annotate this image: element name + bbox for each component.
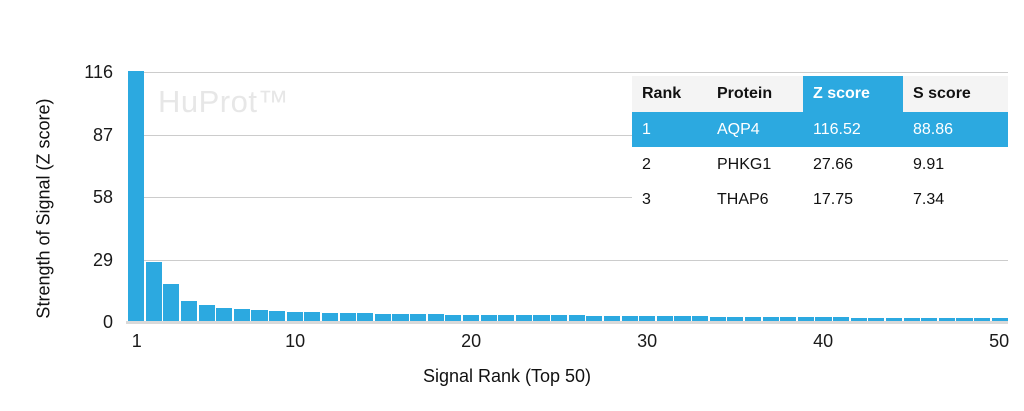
bar-rank-36 (744, 316, 761, 322)
bar-rank-29 (621, 315, 638, 322)
bar-rank-47 (938, 318, 955, 322)
bar-rank-44 (885, 317, 902, 322)
bars (128, 70, 1008, 322)
bar-rank-39 (797, 317, 814, 322)
bar-rank-9 (269, 311, 286, 322)
x-axis-line (126, 321, 1008, 324)
x-axis-title: Signal Rank (Top 50) (422, 366, 592, 386)
bar-rank-2 (145, 262, 162, 322)
bar-rank-1 (128, 70, 145, 322)
bar-rank-43 (868, 317, 885, 322)
bar-rank-20 (462, 314, 479, 322)
bar-rank-48 (956, 318, 973, 322)
bar-rank-3 (163, 283, 180, 322)
bar-rank-31 (656, 316, 673, 322)
plot-area: HuProt™ (128, 70, 1008, 322)
cell-protein: THAP6 (707, 182, 803, 217)
bar-rank-23 (515, 315, 532, 322)
bar-rank-12 (321, 312, 338, 322)
bar-rank-8 (251, 310, 268, 322)
bar-rank-22 (498, 314, 515, 322)
gridline-116 (128, 72, 1008, 73)
score-table: Rank Protein Z score S score 1 AQP4 116.… (632, 76, 1008, 217)
bar-rank-28 (603, 315, 620, 322)
bar-rank-16 (392, 313, 409, 322)
bar-rank-40 (815, 317, 832, 322)
cell-z-score: 17.75 (803, 182, 903, 217)
y-tick-label-29: 29 (92, 249, 113, 270)
bar-rank-7 (233, 309, 250, 322)
gridline-87 (128, 134, 1008, 136)
cell-rank: 3 (632, 182, 707, 217)
table-header-row: Rank Protein Z score S score (632, 76, 1008, 112)
bar-rank-15 (374, 313, 391, 322)
bar-rank-38 (780, 317, 797, 322)
table-row-3: 3 THAP6 17.75 7.34 (632, 182, 1008, 217)
cell-protein: PHKG1 (707, 147, 803, 182)
bar-rank-14 (357, 313, 374, 322)
bar-rank-5 (198, 304, 215, 322)
cell-z-score: 116.52 (803, 112, 903, 147)
cell-s-score: 88.86 (903, 112, 1008, 147)
bar-rank-18 (427, 314, 444, 322)
gridline-29 (128, 259, 1008, 261)
bar-rank-21 (480, 314, 497, 322)
bar-rank-6 (216, 308, 233, 322)
bar-rank-4 (180, 300, 197, 322)
cell-s-score: 7.34 (903, 182, 1008, 217)
y-axis-labels: 0 29 58 87 116 (0, 62, 113, 332)
cell-rank: 2 (632, 147, 707, 182)
cell-z-score: 27.66 (803, 147, 903, 182)
bar-rank-49 (974, 318, 991, 322)
x-tick-label-20: 20 (461, 331, 482, 351)
x-tick-label-40: 40 (813, 331, 834, 351)
x-tick-label-10: 10 (285, 331, 306, 351)
bar-rank-25 (551, 315, 568, 322)
bar-rank-37 (762, 316, 779, 322)
y-tick-label-87: 87 (92, 124, 113, 145)
cell-rank: 1 (632, 112, 707, 147)
bar-rank-13 (339, 313, 356, 322)
table-row-2: 2 PHKG1 27.66 9.91 (632, 147, 1008, 182)
bar-rank-11 (304, 312, 321, 322)
y-tick-label-116: 116 (84, 62, 113, 82)
bar-rank-30 (639, 316, 656, 322)
x-tick-label-50: 50 (989, 331, 1010, 351)
col-header-z-score: Z score (803, 76, 903, 112)
x-tick-label-1: 1 (131, 331, 142, 351)
cell-s-score: 9.91 (903, 147, 1008, 182)
col-header-rank: Rank (632, 76, 707, 112)
y-tick-label-0: 0 (102, 312, 113, 332)
bar-rank-50 (991, 318, 1008, 322)
bar-rank-27 (586, 315, 603, 322)
bar-rank-33 (692, 316, 709, 322)
bar-rank-45 (903, 317, 920, 322)
bar-rank-17 (410, 314, 427, 322)
gridline-58 (128, 197, 1008, 198)
huprot-watermark: HuProt™ (158, 84, 289, 119)
bar-rank-32 (674, 316, 691, 322)
bar-rank-10 (286, 311, 303, 322)
bar-rank-35 (727, 316, 744, 322)
bar-rank-41 (833, 317, 850, 322)
table-row-1: 1 AQP4 116.52 88.86 (632, 112, 1008, 147)
y-tick-label-58: 58 (92, 187, 113, 207)
bar-rank-46 (921, 317, 938, 322)
x-tick-label-30: 30 (637, 331, 658, 351)
bar-rank-26 (568, 315, 585, 322)
x-axis-labels: 1 10 20 30 40 50 (128, 331, 1009, 353)
cell-protein: AQP4 (707, 112, 803, 147)
bar-rank-24 (533, 315, 550, 322)
bar-rank-42 (850, 317, 867, 322)
bar-rank-19 (445, 314, 462, 322)
col-header-s-score: S score (903, 76, 1008, 112)
bar-rank-34 (709, 316, 726, 322)
col-header-protein: Protein (707, 76, 803, 112)
